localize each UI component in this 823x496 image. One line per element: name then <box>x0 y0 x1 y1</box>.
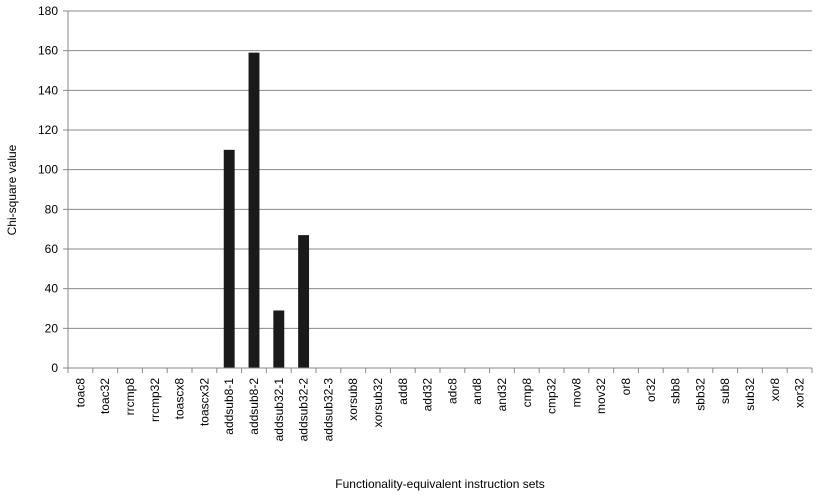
x-tick-label: add32 <box>421 378 435 412</box>
x-tick-label: mov8 <box>569 378 583 408</box>
x-tick-label: sbb32 <box>693 378 707 411</box>
x-tick-label: or8 <box>619 378 633 396</box>
x-tick-label: or32 <box>644 378 658 402</box>
x-tick-label: mov32 <box>594 378 608 414</box>
x-tick-label: addsub32-3 <box>321 378 335 442</box>
x-tick-label: toac8 <box>73 378 87 408</box>
bar <box>248 52 260 369</box>
x-tick-label: rrcmp32 <box>148 378 162 422</box>
bar <box>273 310 285 368</box>
y-tick-label: 60 <box>45 242 59 256</box>
x-tick-label: cmp32 <box>545 378 559 414</box>
x-tick-label: add8 <box>396 378 410 405</box>
x-tick-labels: toac8 toac32 rrcmp8 rrcmp32 toascx8 toascx32 a… <box>67 368 813 442</box>
x-tick-label: xor8 <box>768 378 782 402</box>
x-tick-label: addsub8-2 <box>247 378 261 435</box>
x-tick-label: toascx8 <box>173 378 187 420</box>
y-axis-label: Chi-square value <box>5 144 19 235</box>
x-tick-label: xorsub32 <box>371 378 385 428</box>
x-tick-label: sub8 <box>718 378 732 404</box>
x-axis-label: Functionality-equivalent instruction set… <box>335 477 544 491</box>
x-tick-label: xorsub8 <box>346 378 360 421</box>
bar <box>223 149 235 368</box>
x-tick-label: addsub32-1 <box>272 378 286 442</box>
bars <box>223 52 310 369</box>
y-tick-label: 20 <box>45 321 59 335</box>
x-tick-label: toac32 <box>98 378 112 414</box>
gridlines <box>63 10 812 369</box>
x-tick-label: rrcmp8 <box>123 378 137 416</box>
x-tick-label: and8 <box>470 378 484 405</box>
x-tick-label: cmp8 <box>520 378 534 408</box>
x-tick-label: addsub8-1 <box>222 378 236 435</box>
y-tick-label: 160 <box>38 44 58 58</box>
y-tick-label: 100 <box>38 163 58 177</box>
y-tick-label: 180 <box>38 4 58 18</box>
y-tick-label: 0 <box>51 361 58 375</box>
x-tick-label: sbb8 <box>669 378 683 404</box>
bar <box>298 235 310 368</box>
y-tick-label: 40 <box>45 282 59 296</box>
x-tick-label: sub32 <box>743 378 757 411</box>
x-tick-label: toascx32 <box>197 378 211 426</box>
y-tick-label: 80 <box>45 202 59 216</box>
y-tick-labels: 0 20 40 60 80 100 120 140 160 180 <box>38 4 58 375</box>
x-tick-label: and32 <box>495 378 509 412</box>
x-tick-label: addsub32-2 <box>297 378 311 442</box>
x-tick-label: xor32 <box>793 378 807 408</box>
x-tick-label: adc8 <box>445 378 459 404</box>
y-tick-label: 140 <box>38 83 58 97</box>
y-tick-label: 120 <box>38 123 58 137</box>
